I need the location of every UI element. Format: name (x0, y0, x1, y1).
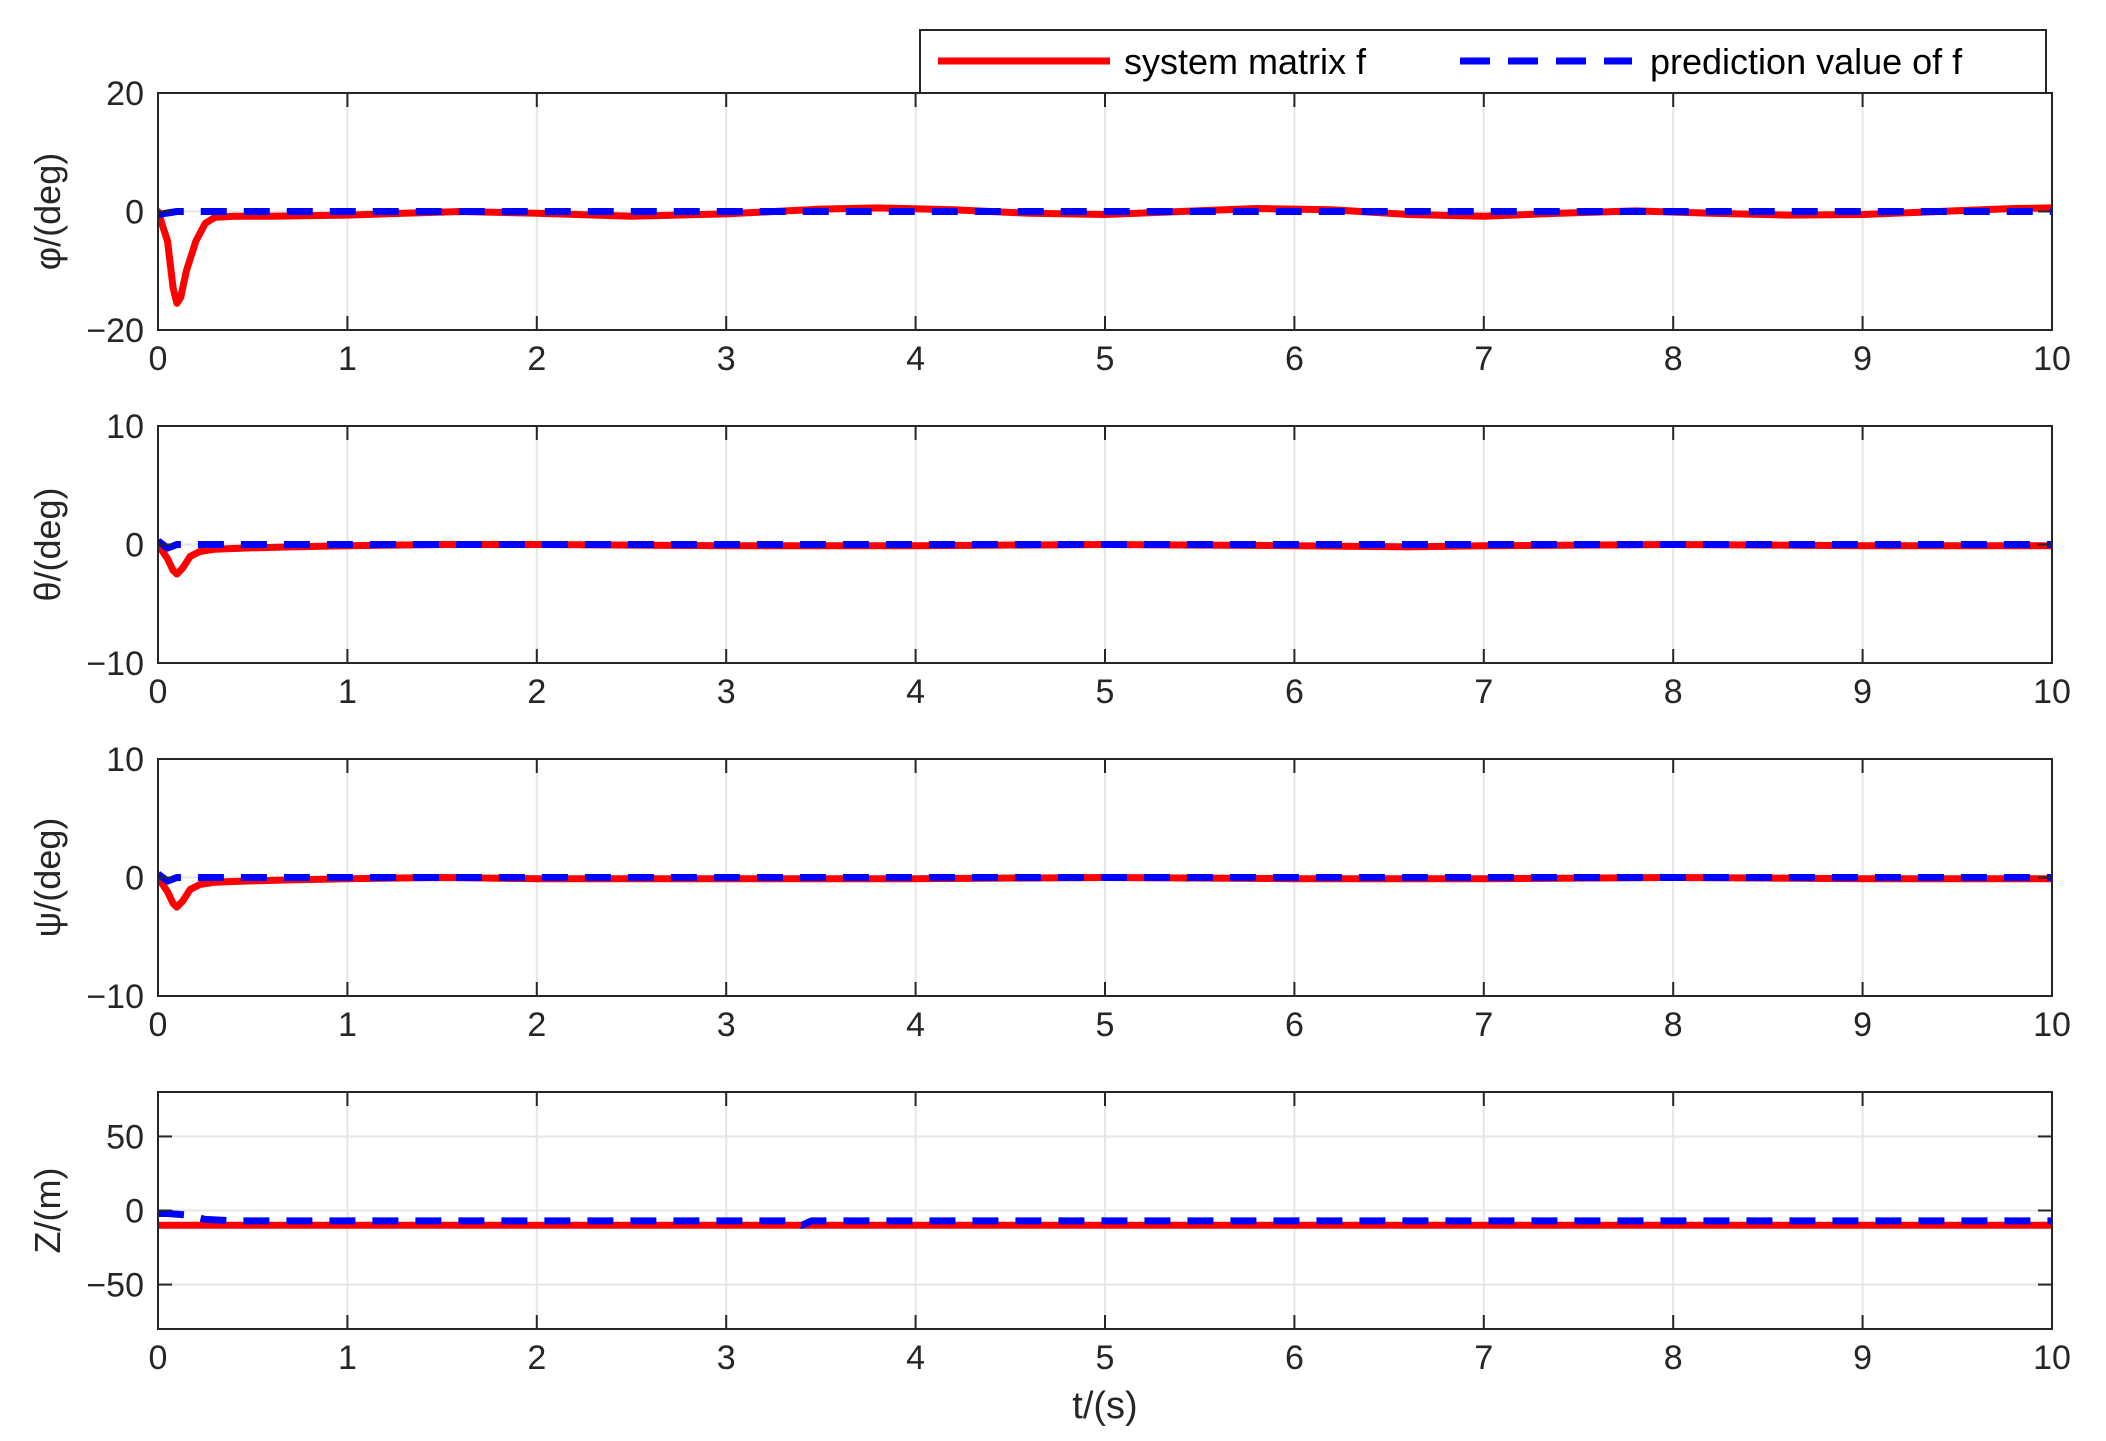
legend-label-system: system matrix f (1124, 41, 1367, 82)
x-tick-label: 5 (1096, 1006, 1115, 1044)
x-tick-label: 5 (1096, 340, 1115, 378)
x-tick-label: 5 (1096, 673, 1115, 711)
y-tick-label: 10 (106, 741, 144, 779)
y-tick-label: 50 (106, 1118, 144, 1156)
x-tick-label: 9 (1853, 340, 1872, 378)
x-tick-label: 6 (1285, 673, 1304, 711)
series-line-prediction (158, 538, 2052, 552)
y-tick-label: 20 (106, 75, 144, 113)
x-tick-label: 4 (906, 673, 925, 711)
y-axis-label: ψ/(deg) (27, 818, 68, 938)
y-tick-label: 0 (125, 1193, 144, 1231)
y-axis-label: θ/(deg) (27, 487, 68, 601)
x-tick-label: 4 (906, 1006, 925, 1044)
x-tick-label: 2 (527, 1339, 546, 1377)
x-tick-label: 8 (1664, 1339, 1683, 1377)
y-tick-label: −50 (86, 1267, 144, 1305)
x-tick-label: 8 (1664, 1006, 1683, 1044)
x-tick-label: 2 (527, 673, 546, 711)
x-tick-label: 6 (1285, 1006, 1304, 1044)
x-tick-label: 5 (1096, 1339, 1115, 1377)
y-tick-label: 0 (125, 860, 144, 898)
x-tick-label: 4 (906, 1339, 925, 1377)
x-tick-label: 6 (1285, 1339, 1304, 1377)
x-tick-label: 0 (149, 673, 168, 711)
x-tick-label: 3 (717, 673, 736, 711)
x-tick-label: 2 (527, 1006, 546, 1044)
y-tick-label: 0 (125, 194, 144, 232)
series-line-prediction (158, 1210, 2052, 1229)
series-line-prediction (158, 871, 2052, 885)
x-tick-label: 3 (717, 1006, 736, 1044)
y-tick-label: 0 (125, 527, 144, 565)
x-tick-label: 9 (1853, 1006, 1872, 1044)
x-tick-label: 1 (338, 340, 357, 378)
x-tick-label: 7 (1474, 1339, 1493, 1377)
x-tick-label: 7 (1474, 340, 1493, 378)
series-line-prediction (158, 208, 2052, 218)
x-tick-label: 10 (2033, 673, 2071, 711)
x-tick-label: 6 (1285, 340, 1304, 378)
x-tick-label: 9 (1853, 1339, 1872, 1377)
y-tick-label: −20 (86, 312, 144, 350)
y-axis-label: Z/(m) (27, 1168, 68, 1254)
legend: system matrix f prediction value of f (919, 29, 2047, 94)
x-tick-label: 10 (2033, 1006, 2071, 1044)
x-tick-label: 1 (338, 673, 357, 711)
x-tick-label: 8 (1664, 673, 1683, 711)
y-axis-label: φ/(deg) (27, 153, 68, 270)
x-axis-label: t/(s) (1072, 1385, 1137, 1427)
x-tick-label: 1 (338, 1006, 357, 1044)
x-tick-label: 10 (2033, 1339, 2071, 1377)
x-tick-label: 3 (717, 340, 736, 378)
x-tick-label: 9 (1853, 673, 1872, 711)
y-tick-label: −10 (86, 645, 144, 683)
y-tick-label: 10 (106, 408, 144, 446)
x-tick-label: 3 (717, 1339, 736, 1377)
x-tick-label: 8 (1664, 340, 1683, 378)
x-tick-label: 7 (1474, 673, 1493, 711)
x-tick-label: 0 (149, 1006, 168, 1044)
x-tick-label: 10 (2033, 340, 2071, 378)
x-tick-label: 0 (149, 1339, 168, 1377)
x-tick-label: 1 (338, 1339, 357, 1377)
x-tick-label: 7 (1474, 1006, 1493, 1044)
x-tick-label: 4 (906, 340, 925, 378)
y-tick-label: −10 (86, 978, 144, 1016)
x-tick-label: 2 (527, 340, 546, 378)
x-tick-label: 0 (149, 340, 168, 378)
legend-label-prediction: prediction value of f (1650, 41, 1963, 82)
